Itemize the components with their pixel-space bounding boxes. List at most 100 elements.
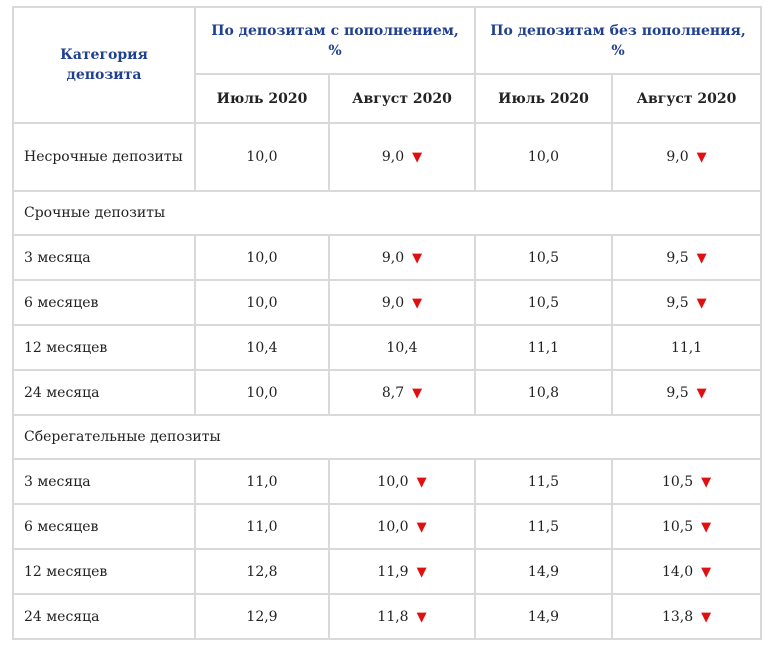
month-header: Август 2020: [611, 73, 763, 124]
rate-cell: 10,0 ▼: [327, 503, 477, 550]
down-arrow-icon: ▼: [416, 564, 427, 580]
rate-value: 9,0: [381, 294, 405, 311]
rate-value: 11,1: [670, 339, 703, 356]
down-arrow-icon: ▼: [696, 385, 707, 401]
rate-cell: 11,0: [194, 458, 330, 505]
row-label: Несрочные депозиты: [12, 122, 196, 192]
rate-cell: 10,0: [194, 279, 330, 326]
rate-cell: 10,5: [474, 279, 614, 326]
row-label: 24 месяца: [12, 593, 196, 640]
deposit-rates-table: Категория депозита По депозитам с пополн…: [11, 6, 763, 640]
down-arrow-icon: ▼: [416, 474, 427, 490]
rate-value: 9,5: [666, 384, 689, 401]
rate-value: 11,1: [527, 339, 560, 356]
rate-cell: 9,0 ▼: [327, 122, 477, 192]
down-arrow-icon: ▼: [696, 150, 707, 165]
rate-value: 12,8: [246, 563, 278, 580]
rate-cell: 11,1: [474, 324, 614, 371]
rate-value: 10,0: [246, 294, 278, 311]
table-row: 3 месяца 11,0 10,0 ▼ 11,5 10,5 ▼: [12, 458, 763, 505]
down-arrow-icon: ▼: [412, 295, 423, 311]
rate-value: 10,8: [527, 384, 560, 401]
rate-cell: 11,5: [474, 503, 614, 550]
rate-cell: 10,0: [194, 369, 330, 416]
rate-cell: 8,7 ▼: [327, 369, 477, 416]
table-row: Несрочные депозиты 10,0 9,0 ▼ 10,0 9,0 ▼: [12, 122, 763, 192]
rate-cell: 11,0: [194, 503, 330, 550]
rate-value: 11,5: [527, 473, 560, 490]
row-label: 24 месяца: [12, 369, 196, 416]
down-arrow-icon: ▼: [416, 519, 427, 535]
rate-value: 10,0: [377, 473, 409, 490]
section-row: Сберегательные депозиты: [11, 414, 763, 460]
rate-value: 12,9: [246, 608, 278, 625]
month-header: Июль 2020: [194, 73, 330, 124]
rate-value: 11,0: [246, 473, 278, 490]
rate-cell: 10,0: [194, 234, 330, 281]
rate-cell: 9,0 ▼: [327, 234, 477, 281]
month-header: Август 2020: [327, 73, 477, 124]
rate-cell: 12,8: [194, 548, 330, 595]
rate-cell: 9,5 ▼: [611, 234, 763, 281]
down-arrow-icon: ▼: [412, 150, 423, 165]
rate-value: 11,9: [377, 563, 409, 580]
rate-cell: 11,1: [611, 324, 763, 371]
rate-cell: 10,0: [194, 122, 330, 192]
rate-cell: 10,5 ▼: [611, 458, 763, 505]
rate-value: 9,5: [666, 249, 689, 266]
table-row: 24 месяца 12,9 11,8 ▼ 14,9 13,8 ▼: [12, 593, 763, 640]
rate-value: 9,0: [381, 249, 405, 266]
row-label: 3 месяца: [12, 234, 196, 281]
row-label: 6 месяцев: [12, 503, 196, 550]
rate-value: 9,0: [666, 149, 689, 165]
rate-value: 10,0: [246, 384, 278, 401]
table-row: 12 месяцев 10,4 10,4 11,1 11,1: [12, 324, 763, 371]
rate-value: 9,5: [666, 294, 689, 311]
table-row: 24 месяца 10,0 8,7 ▼ 10,8 9,5 ▼: [12, 369, 763, 416]
rate-value: 10,0: [246, 249, 278, 266]
month-header: Июль 2020: [474, 73, 614, 124]
rate-value: 11,0: [246, 518, 278, 535]
row-label: 12 месяцев: [12, 324, 196, 371]
down-arrow-icon: ▼: [701, 609, 712, 625]
table-row: 3 месяца 10,0 9,0 ▼ 10,5 9,5 ▼: [12, 234, 763, 281]
section-label: Сберегательные депозиты: [11, 414, 763, 460]
row-label: 3 месяца: [12, 458, 196, 505]
rate-value: 10,0: [527, 149, 560, 165]
rate-cell: 10,8: [474, 369, 614, 416]
down-arrow-icon: ▼: [416, 609, 427, 625]
rate-cell: 11,5: [474, 458, 614, 505]
rate-cell: 11,9 ▼: [327, 548, 477, 595]
rate-cell: 10,4: [327, 324, 477, 371]
rate-value: 10,5: [661, 473, 694, 490]
table-body: Несрочные депозиты 10,0 9,0 ▼ 10,0 9,0 ▼ С…: [11, 122, 763, 640]
down-arrow-icon: ▼: [412, 385, 423, 401]
down-arrow-icon: ▼: [696, 295, 707, 311]
rate-cell: 11,8 ▼: [327, 593, 477, 640]
rate-cell: 10,0 ▼: [327, 458, 477, 505]
rate-value: 14,9: [527, 608, 560, 625]
rate-value: 10,5: [527, 249, 560, 266]
rate-value: 14,0: [661, 563, 694, 580]
rate-cell: 9,5 ▼: [611, 369, 763, 416]
rate-cell: 9,0 ▼: [327, 279, 477, 326]
down-arrow-icon: ▼: [701, 564, 712, 580]
rate-cell: 14,0 ▼: [611, 548, 763, 595]
row-label: 6 месяцев: [12, 279, 196, 326]
down-arrow-icon: ▼: [701, 474, 712, 490]
rate-value: 9,0: [381, 149, 405, 165]
rate-value: 13,8: [661, 608, 694, 625]
rate-value: 10,5: [661, 518, 694, 535]
down-arrow-icon: ▼: [701, 519, 712, 535]
table-row: 6 месяцев 11,0 10,0 ▼ 11,5 10,5 ▼: [12, 503, 763, 550]
rate-value: 11,8: [377, 608, 409, 625]
without-topup-header: По депозитам без пополнения, %: [474, 6, 763, 75]
rate-value: 10,4: [386, 339, 418, 356]
rate-cell: 12,9: [194, 593, 330, 640]
category-header: Категория депозита: [12, 6, 196, 124]
rate-cell: 14,9: [474, 593, 614, 640]
rate-value: 10,0: [246, 149, 278, 165]
rate-cell: 10,5 ▼: [611, 503, 763, 550]
rate-cell: 10,5: [474, 234, 614, 281]
row-label: 12 месяцев: [12, 548, 196, 595]
